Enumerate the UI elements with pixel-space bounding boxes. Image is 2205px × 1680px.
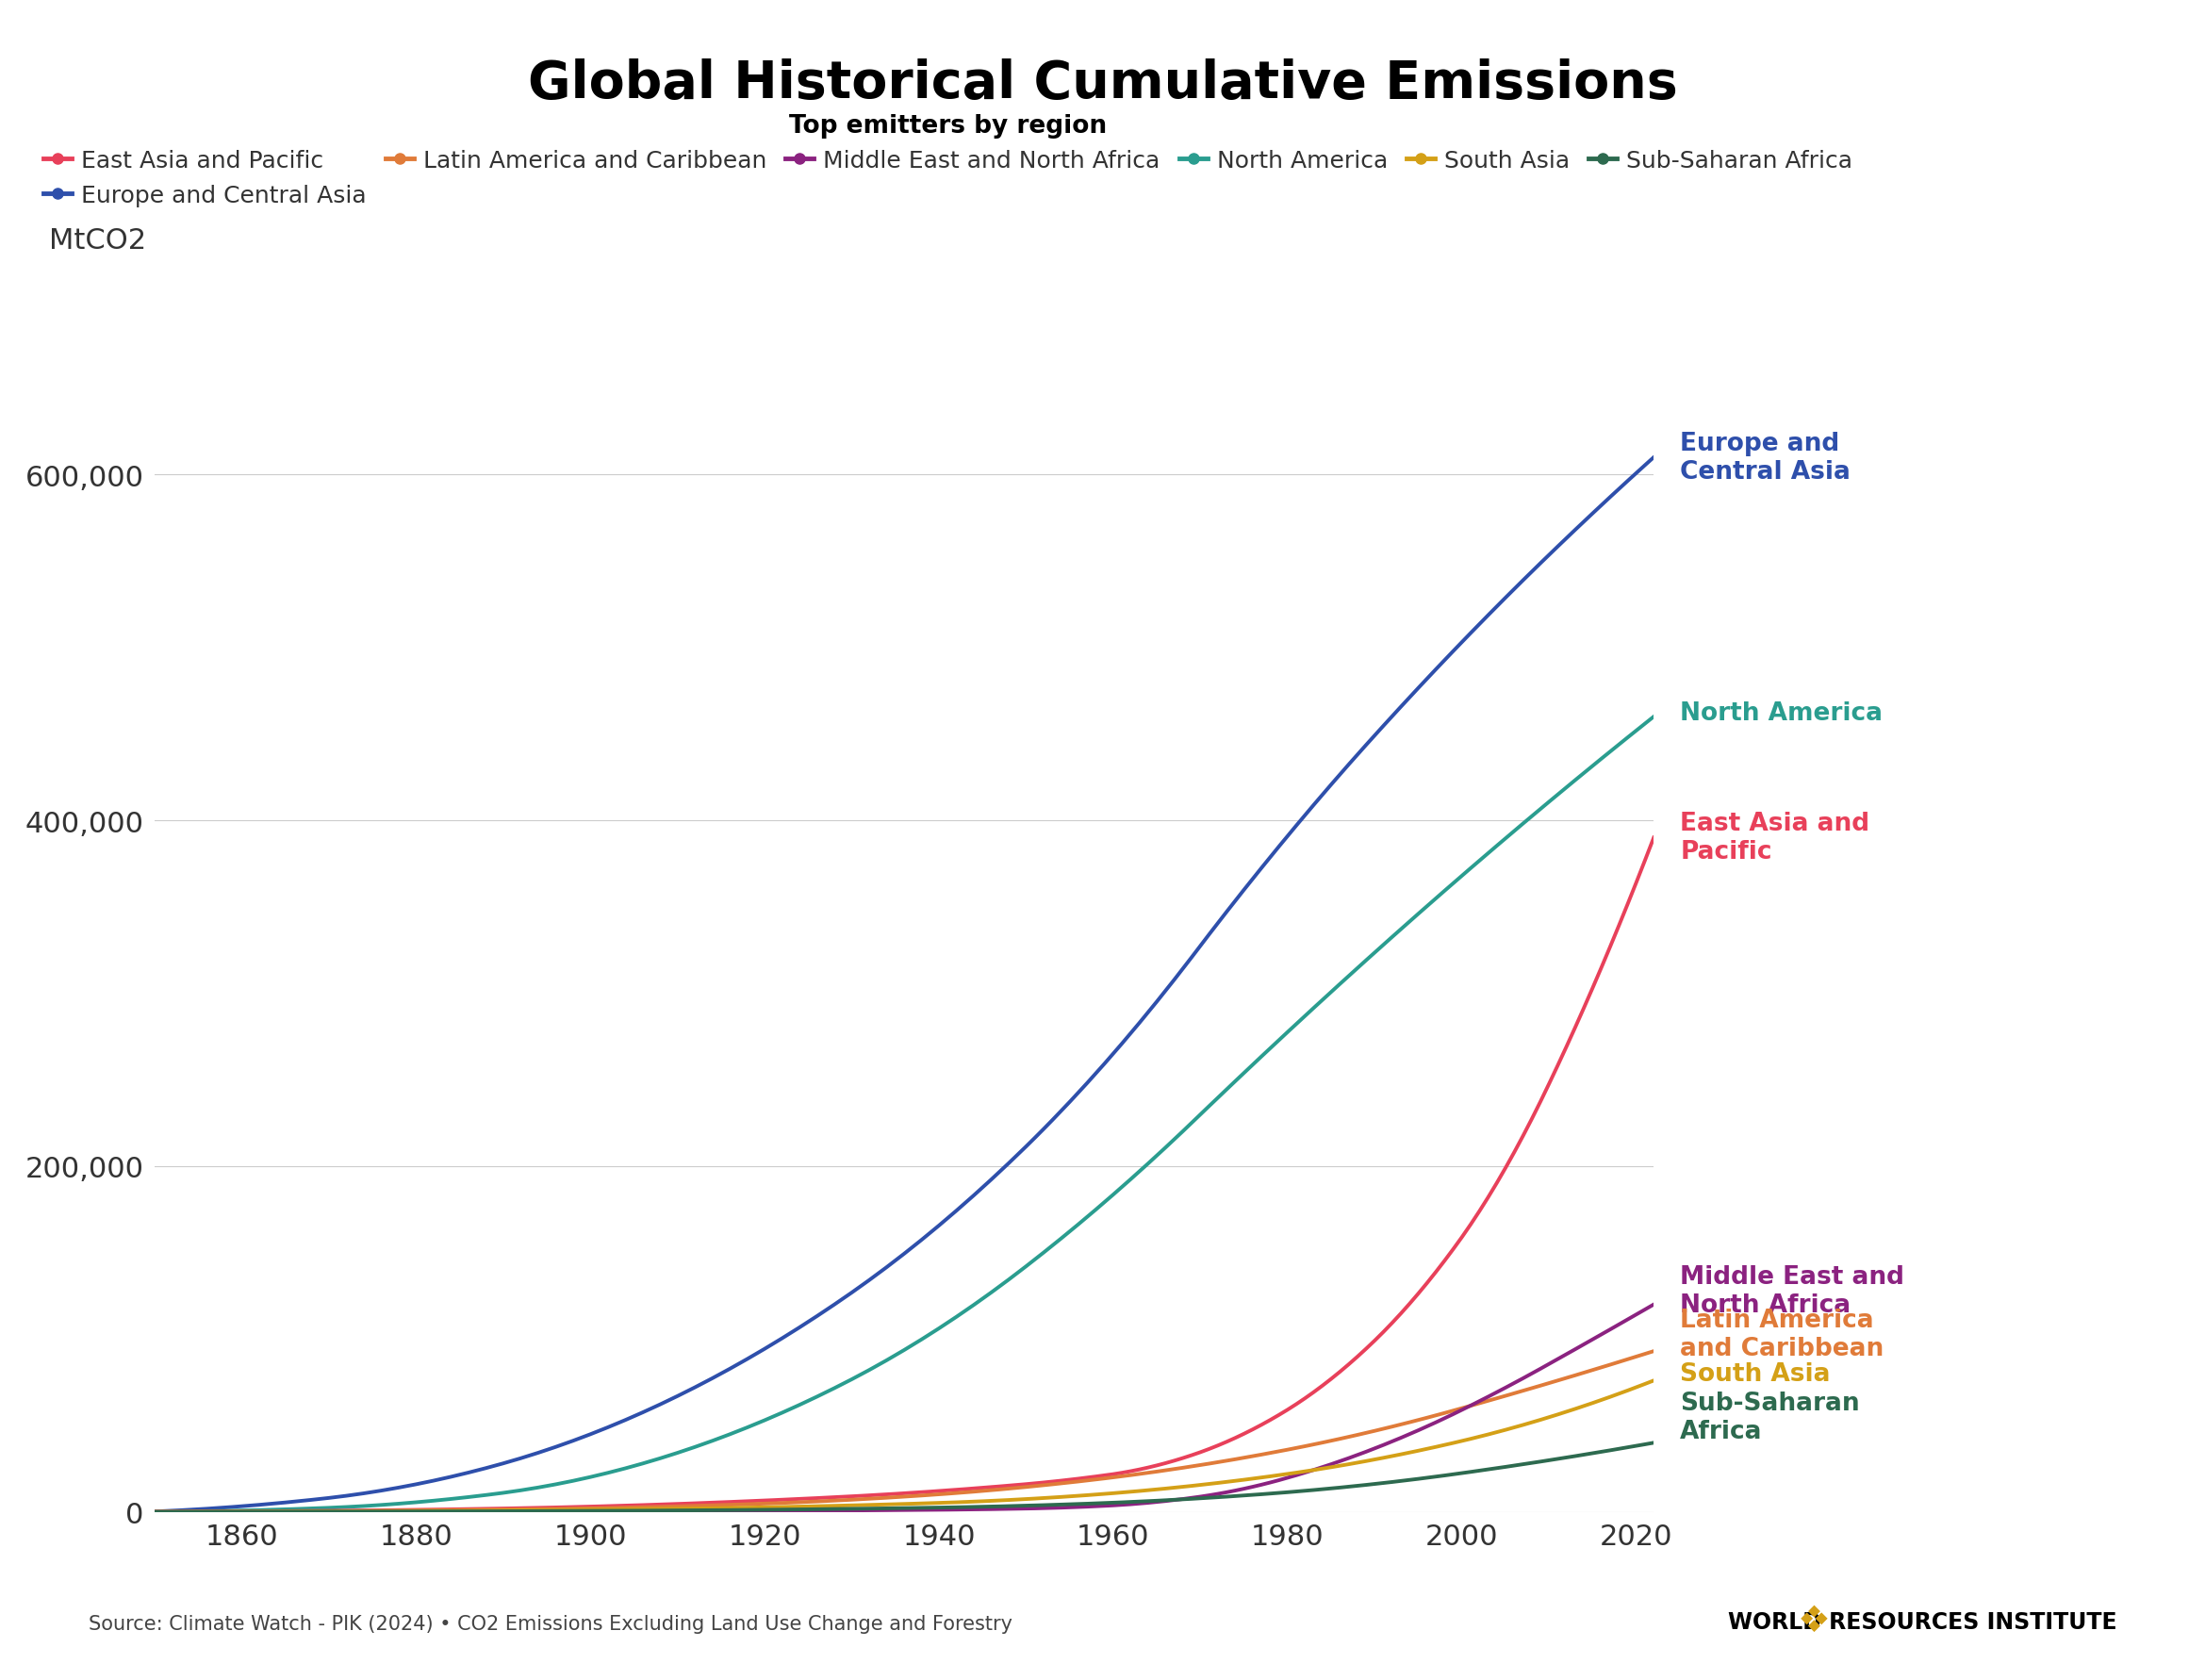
Text: Middle East and
North Africa: Middle East and North Africa [1680, 1265, 1905, 1317]
Text: Latin America
and Caribbean: Latin America and Caribbean [1680, 1307, 1883, 1361]
Text: North America: North America [1680, 702, 1883, 726]
Text: Sub-Saharan
Africa: Sub-Saharan Africa [1680, 1391, 1859, 1443]
Text: Global Historical Cumulative Emissions: Global Historical Cumulative Emissions [527, 59, 1678, 109]
Text: Europe and
Central Asia: Europe and Central Asia [1680, 432, 1850, 484]
Text: ❖: ❖ [1797, 1603, 1830, 1638]
Text: South Asia: South Asia [1680, 1361, 1830, 1386]
Text: East Asia and
Pacific: East Asia and Pacific [1680, 811, 1870, 865]
Text: WORLD RESOURCES INSTITUTE: WORLD RESOURCES INSTITUTE [1729, 1611, 2117, 1633]
Text: MtCO2: MtCO2 [49, 227, 146, 254]
Text: Source: Climate Watch - PIK (2024) • CO2 Emissions Excluding Land Use Change and: Source: Climate Watch - PIK (2024) • CO2… [88, 1614, 1012, 1633]
Legend: East Asia and Pacific, Europe and Central Asia, Latin America and Caribbean, Mid: East Asia and Pacific, Europe and Centra… [35, 104, 1861, 217]
